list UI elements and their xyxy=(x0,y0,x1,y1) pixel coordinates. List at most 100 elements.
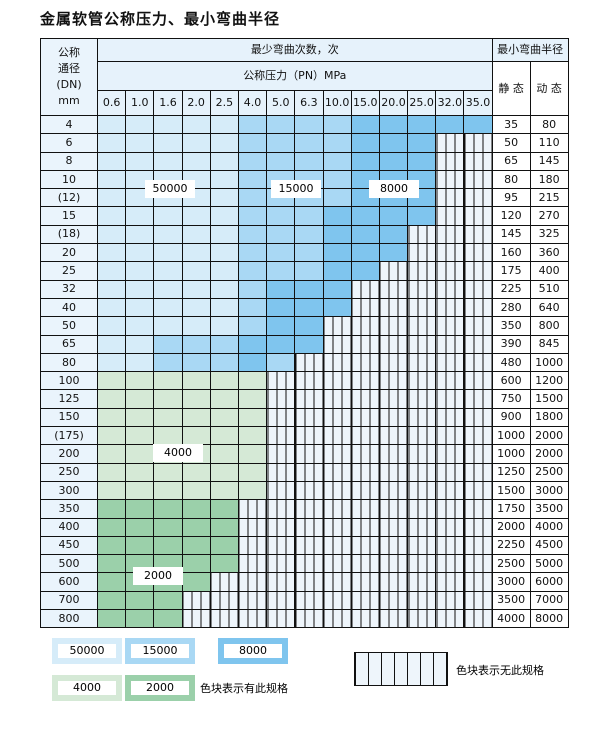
no-spec-cell xyxy=(463,224,493,245)
static-radius-cell: 2000 xyxy=(491,517,531,537)
spec-cell xyxy=(125,426,155,446)
spec-cell xyxy=(125,151,155,171)
spec-cell xyxy=(96,133,127,153)
page-title: 金属软管公称压力、最小弯曲半径 xyxy=(40,10,281,28)
spec-cell xyxy=(237,334,268,354)
static-radius-cell: 175 xyxy=(491,261,531,281)
spec-cell xyxy=(266,151,296,171)
has-spec-note: 色块表示有此规格 xyxy=(200,682,288,695)
dn-header: 公称 通径 (DN) mm xyxy=(40,38,98,116)
legend-15000: 15000 xyxy=(125,638,195,664)
spec-cell xyxy=(237,371,268,391)
dynamic-radius-cell: 2000 xyxy=(529,444,569,464)
no-spec-cell xyxy=(237,590,268,611)
no-spec-cell xyxy=(294,517,324,537)
spec-cell xyxy=(209,316,239,336)
no-spec-cell xyxy=(435,444,465,464)
no-spec-cell xyxy=(266,517,296,537)
no-spec-cell xyxy=(463,206,493,226)
no-spec-cell xyxy=(266,554,296,574)
spec-cell xyxy=(209,554,239,574)
dn-cell: 300 xyxy=(40,480,98,501)
dn-cell: (18) xyxy=(40,224,98,245)
spec-cell xyxy=(181,371,211,391)
no-spec-cell xyxy=(435,590,465,611)
no-spec-cell xyxy=(463,554,493,574)
spec-cell xyxy=(237,352,268,373)
spec-cell xyxy=(153,352,183,373)
table-row: 8 65 145 xyxy=(40,151,569,171)
spec-cell xyxy=(181,462,211,482)
no-spec-cell xyxy=(322,517,352,537)
dn-cell: 10 xyxy=(40,169,98,190)
table-row: 450 2250 4500 xyxy=(40,535,569,556)
no-spec-cell xyxy=(407,499,437,519)
spec-cell xyxy=(96,371,127,391)
spec-cell xyxy=(125,206,155,226)
spec-cell xyxy=(350,206,380,226)
pressure-col-header: 10.0 xyxy=(322,90,352,116)
no-spec-cell xyxy=(322,535,352,556)
spec-cell xyxy=(125,609,155,629)
static-radius-cell: 1250 xyxy=(491,462,531,482)
no-spec-cell xyxy=(407,517,437,537)
no-spec-cell xyxy=(378,462,409,482)
spec-cell xyxy=(237,407,268,428)
dn-cell: 800 xyxy=(40,609,98,629)
spec-cell xyxy=(125,334,155,354)
spec-cell xyxy=(407,133,437,153)
no-spec-cell xyxy=(294,444,324,464)
static-radius-cell: 3000 xyxy=(491,572,531,592)
spec-cell xyxy=(96,261,127,281)
dynamic-radius-cell: 640 xyxy=(529,297,569,318)
spec-cell xyxy=(153,480,183,501)
no-spec-cell xyxy=(463,444,493,464)
spec-cell xyxy=(266,114,296,135)
spec-cell xyxy=(96,535,127,556)
no-spec-cell xyxy=(378,407,409,428)
spec-cell xyxy=(125,114,155,135)
spec-cell xyxy=(96,169,127,190)
spec-cell xyxy=(237,243,268,263)
dynamic-radius-cell: 110 xyxy=(529,133,569,153)
no-spec-cell xyxy=(435,206,465,226)
static-radius-cell: 225 xyxy=(491,279,531,299)
table-row: 200 1000 2000 xyxy=(40,444,569,464)
no-spec-cell xyxy=(407,535,437,556)
spec-cell xyxy=(153,535,183,556)
dn-cell: 350 xyxy=(40,499,98,519)
spec-cell xyxy=(237,297,268,318)
no-spec-cell xyxy=(322,407,352,428)
no-spec-cell xyxy=(435,371,465,391)
spec-cell xyxy=(181,480,211,501)
no-spec-cell xyxy=(266,590,296,611)
region-label-2000: 2000 xyxy=(133,567,183,585)
spec-cell xyxy=(153,517,183,537)
dn-cell: 50 xyxy=(40,316,98,336)
no-spec-cell xyxy=(435,224,465,245)
no-spec-cell xyxy=(407,572,437,592)
no-spec-cell xyxy=(407,444,437,464)
spec-cell xyxy=(125,462,155,482)
no-spec-cell xyxy=(463,609,493,629)
spec-cell xyxy=(96,407,127,428)
spec-cell xyxy=(209,499,239,519)
no-spec-cell xyxy=(407,297,437,318)
region-label-4000: 4000 xyxy=(153,444,203,462)
no-spec-cell xyxy=(294,407,324,428)
no-spec-cell xyxy=(350,535,380,556)
spec-cell xyxy=(378,151,409,171)
spec-cell xyxy=(153,151,183,171)
dynamic-radius-cell: 1000 xyxy=(529,352,569,373)
static-radius-cell: 50 xyxy=(491,133,531,153)
no-spec-cell xyxy=(463,334,493,354)
no-spec-cell xyxy=(463,480,493,501)
spec-cell xyxy=(96,316,127,336)
spec-cell xyxy=(96,499,127,519)
no-spec-cell xyxy=(435,188,465,208)
spec-cell xyxy=(407,206,437,226)
no-spec-cell xyxy=(181,590,211,611)
spec-cell xyxy=(96,224,127,245)
table-row: 800 4000 8000 xyxy=(40,609,569,629)
no-spec-cell xyxy=(350,334,380,354)
